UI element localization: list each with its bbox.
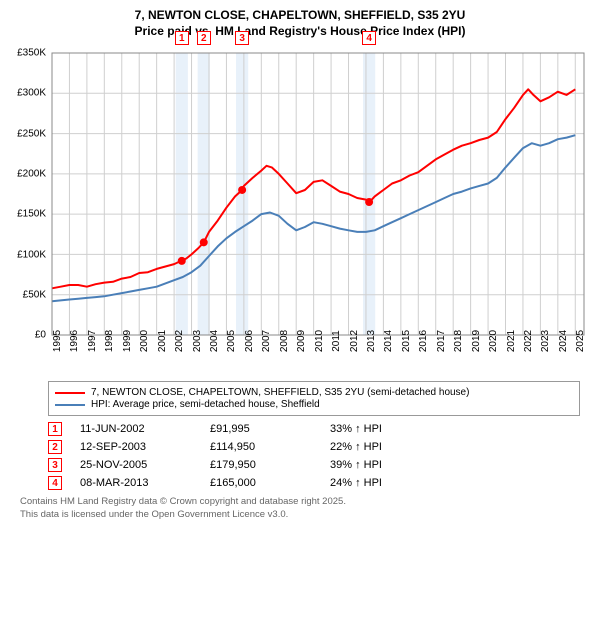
y-tick-label: £0 bbox=[35, 330, 46, 341]
x-tick-label: 2007 bbox=[261, 330, 272, 352]
y-tick-label: £100K bbox=[17, 249, 46, 260]
x-tick-label: 2001 bbox=[157, 330, 168, 352]
event-date: 11-JUN-2002 bbox=[80, 423, 210, 435]
x-tick-label: 1999 bbox=[122, 330, 133, 352]
event-date: 12-SEP-2003 bbox=[80, 441, 210, 453]
event-date: 25-NOV-2005 bbox=[80, 459, 210, 471]
legend-label-hpi: HPI: Average price, semi-detached house,… bbox=[91, 399, 320, 410]
event-hpi: 22% ↑ HPI bbox=[330, 441, 382, 453]
chart-area: 1234 £0£50K£100K£150K£200K£250K£300K£350… bbox=[10, 45, 590, 375]
event-row: 2 12-SEP-2003£114,95022% ↑ HPI bbox=[48, 440, 580, 454]
x-tick-label: 2002 bbox=[174, 330, 185, 352]
x-tick-label: 2018 bbox=[453, 330, 464, 352]
y-tick-label: £150K bbox=[17, 209, 46, 220]
x-tick-label: 2017 bbox=[436, 330, 447, 352]
line-chart bbox=[10, 45, 590, 375]
event-hpi: 24% ↑ HPI bbox=[330, 477, 382, 489]
x-tick-label: 2021 bbox=[506, 330, 517, 352]
x-tick-label: 2004 bbox=[209, 330, 220, 352]
sale-marker-4: 4 bbox=[362, 31, 376, 45]
x-tick-label: 2010 bbox=[314, 330, 325, 352]
x-tick-label: 2024 bbox=[558, 330, 569, 352]
event-hpi: 39% ↑ HPI bbox=[330, 459, 382, 471]
event-price: £165,000 bbox=[210, 477, 330, 489]
event-marker: 4 bbox=[48, 476, 62, 490]
title-line-2: Price paid vs. HM Land Registry's House … bbox=[10, 24, 590, 40]
x-tick-label: 1996 bbox=[69, 330, 80, 352]
event-row: 3 25-NOV-2005£179,95039% ↑ HPI bbox=[48, 458, 580, 472]
event-date: 08-MAR-2013 bbox=[80, 477, 210, 489]
footer-line-2: This data is licensed under the Open Gov… bbox=[20, 509, 580, 521]
sale-marker-2: 2 bbox=[197, 31, 211, 45]
y-tick-label: £50K bbox=[23, 289, 46, 300]
footer-line-1: Contains HM Land Registry data © Crown c… bbox=[20, 496, 580, 508]
event-marker: 2 bbox=[48, 440, 62, 454]
x-tick-label: 2003 bbox=[192, 330, 203, 352]
event-hpi: 33% ↑ HPI bbox=[330, 423, 382, 435]
legend-swatch-property bbox=[55, 392, 85, 394]
sale-events-table: 1 11-JUN-2002£91,99533% ↑ HPI 2 12-SEP-2003… bbox=[48, 422, 580, 490]
event-marker: 3 bbox=[48, 458, 62, 472]
event-price: £114,950 bbox=[210, 441, 330, 453]
event-marker: 1 bbox=[48, 422, 62, 436]
x-tick-label: 2014 bbox=[383, 330, 394, 352]
x-tick-label: 2025 bbox=[575, 330, 586, 352]
x-tick-label: 2016 bbox=[418, 330, 429, 352]
x-tick-label: 2011 bbox=[331, 330, 342, 352]
y-tick-label: £250K bbox=[17, 128, 46, 139]
x-tick-label: 2006 bbox=[244, 330, 255, 352]
event-row: 4 08-MAR-2013£165,00024% ↑ HPI bbox=[48, 476, 580, 490]
attribution-footer: Contains HM Land Registry data © Crown c… bbox=[20, 496, 580, 521]
legend-item-property: 7, NEWTON CLOSE, CHAPELTOWN, SHEFFIELD, … bbox=[55, 387, 573, 398]
event-price: £179,950 bbox=[210, 459, 330, 471]
x-tick-label: 2019 bbox=[471, 330, 482, 352]
x-tick-label: 2015 bbox=[401, 330, 412, 352]
chart-title: 7, NEWTON CLOSE, CHAPELTOWN, SHEFFIELD, … bbox=[10, 8, 590, 39]
legend: 7, NEWTON CLOSE, CHAPELTOWN, SHEFFIELD, … bbox=[48, 381, 580, 416]
x-tick-label: 2012 bbox=[349, 330, 360, 352]
title-line-1: 7, NEWTON CLOSE, CHAPELTOWN, SHEFFIELD, … bbox=[10, 8, 590, 24]
event-row: 1 11-JUN-2002£91,99533% ↑ HPI bbox=[48, 422, 580, 436]
x-tick-label: 2009 bbox=[296, 330, 307, 352]
sale-marker-3: 3 bbox=[235, 31, 249, 45]
legend-label-property: 7, NEWTON CLOSE, CHAPELTOWN, SHEFFIELD, … bbox=[91, 387, 469, 398]
x-tick-label: 1997 bbox=[87, 330, 98, 352]
x-tick-label: 1998 bbox=[104, 330, 115, 352]
x-tick-label: 2000 bbox=[139, 330, 150, 352]
event-price: £91,995 bbox=[210, 423, 330, 435]
x-tick-label: 2008 bbox=[279, 330, 290, 352]
x-tick-label: 2005 bbox=[226, 330, 237, 352]
y-tick-label: £200K bbox=[17, 169, 46, 180]
legend-item-hpi: HPI: Average price, semi-detached house,… bbox=[55, 399, 573, 410]
legend-swatch-hpi bbox=[55, 404, 85, 406]
x-tick-label: 2022 bbox=[523, 330, 534, 352]
x-tick-label: 2013 bbox=[366, 330, 377, 352]
y-tick-label: £350K bbox=[17, 48, 46, 59]
y-tick-label: £300K bbox=[17, 88, 46, 99]
x-tick-label: 2023 bbox=[540, 330, 551, 352]
x-tick-label: 2020 bbox=[488, 330, 499, 352]
x-tick-label: 1995 bbox=[52, 330, 63, 352]
sale-marker-1: 1 bbox=[175, 31, 189, 45]
